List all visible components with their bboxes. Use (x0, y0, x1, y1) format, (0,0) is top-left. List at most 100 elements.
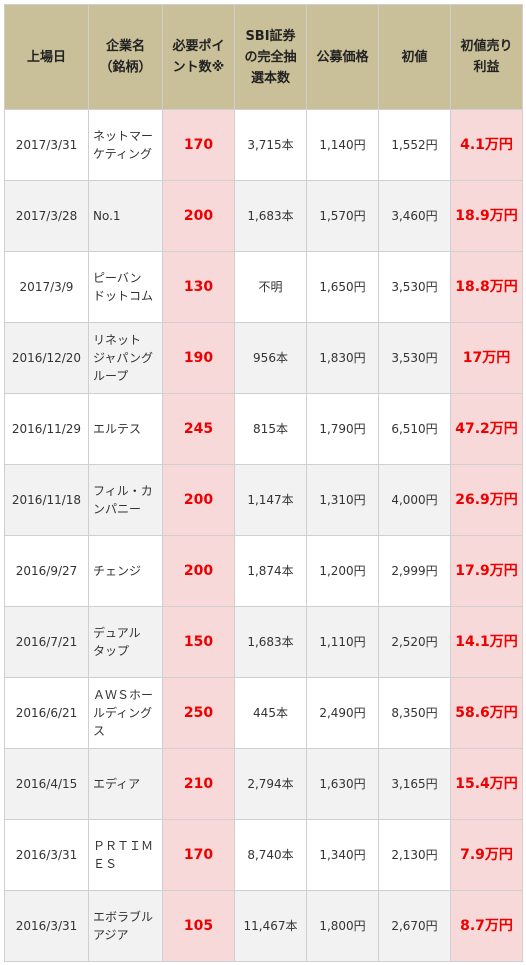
offering-price-cell: 1,140円 (306, 109, 379, 181)
profit-cell: 15.4万円 (450, 748, 523, 820)
offering-price-cell: 1,800円 (306, 890, 379, 962)
offering-price-cell: 1,650円 (306, 251, 379, 323)
offering-price-cell: 1,310円 (306, 464, 379, 536)
company-name-cell: エボラブル アジア (88, 890, 163, 962)
listing-date-cell: 2016/12/20 (4, 322, 89, 394)
first-price-cell: 1,552円 (378, 109, 451, 181)
required-points-cell: 150 (162, 606, 235, 678)
company-name-cell: ネットマー ケティング (88, 109, 163, 181)
profit-cell: 7.9万円 (450, 819, 523, 891)
company-name-cell: リネット ジャパング ループ (88, 322, 163, 394)
profit-cell: 47.2万円 (450, 393, 523, 465)
table-row: 2016/6/21 ＡＷＳホー ルディング ス 250 445本 2,490円 8,350… (4, 677, 523, 749)
first-price-cell: 3,530円 (378, 251, 451, 323)
lottery-lots-cell: 1,683本 (234, 180, 307, 252)
company-name-cell: ＡＷＳホー ルディング ス (88, 677, 163, 749)
company-name-cell: ピーバン ドットコム (88, 251, 163, 323)
required-points-cell: 200 (162, 180, 235, 252)
required-points-cell: 200 (162, 464, 235, 536)
lottery-lots-cell: 1,147本 (234, 464, 307, 536)
table-row: 2017/3/31 ネットマー ケティング 170 3,715本 1,140円 1,552… (4, 109, 523, 181)
required-points-cell: 210 (162, 748, 235, 820)
listing-date-cell: 2016/11/29 (4, 393, 89, 465)
listing-date-cell: 2017/3/9 (4, 251, 89, 323)
lottery-lots-cell: 不明 (234, 251, 307, 323)
header-first-sale-profit: 初値売り 利益 (450, 4, 523, 110)
lottery-lots-cell: 815本 (234, 393, 307, 465)
required-points-cell: 245 (162, 393, 235, 465)
profit-cell: 18.9万円 (450, 180, 523, 252)
header-required-points: 必要ポイ ント数※ (162, 4, 235, 110)
lottery-lots-cell: 1,874本 (234, 535, 307, 607)
listing-date-cell: 2016/3/31 (4, 890, 89, 962)
lottery-lots-cell: 2,794本 (234, 748, 307, 820)
first-price-cell: 2,520円 (378, 606, 451, 678)
required-points-cell: 105 (162, 890, 235, 962)
profit-cell: 14.1万円 (450, 606, 523, 678)
header-listing-date: 上場日 (4, 4, 89, 110)
first-price-cell: 6,510円 (378, 393, 451, 465)
listing-date-cell: 2016/9/27 (4, 535, 89, 607)
listing-date-cell: 2016/7/21 (4, 606, 89, 678)
table-row: 2017/3/9 ピーバン ドットコム 130 不明 1,650円 3,530円 18.8万… (4, 251, 523, 323)
profit-cell: 8.7万円 (450, 890, 523, 962)
listing-date-cell: 2017/3/31 (4, 109, 89, 181)
company-name-cell: チェンジ (88, 535, 163, 607)
header-first-price: 初値 (378, 4, 451, 110)
table-row: 2016/11/18 フィル・カ ンパニー 200 1,147本 1,310円 4,000… (4, 464, 523, 536)
profit-cell: 17万円 (450, 322, 523, 394)
profit-cell: 18.8万円 (450, 251, 523, 323)
profit-cell: 4.1万円 (450, 109, 523, 181)
required-points-cell: 130 (162, 251, 235, 323)
company-name-cell: ＰＲＴＩＭ ＥＳ (88, 819, 163, 891)
first-price-cell: 3,530円 (378, 322, 451, 394)
lottery-lots-cell: 11,467本 (234, 890, 307, 962)
first-price-cell: 2,670円 (378, 890, 451, 962)
table-row: 2017/3/28 No.1 200 1,683本 1,570円 3,460円 18.9万円 (4, 180, 523, 252)
offering-price-cell: 2,490円 (306, 677, 379, 749)
first-price-cell: 3,165円 (378, 748, 451, 820)
offering-price-cell: 1,630円 (306, 748, 379, 820)
offering-price-cell: 1,110円 (306, 606, 379, 678)
table-row: 2016/9/27 チェンジ 200 1,874本 1,200円 2,999円 17.9万円 (4, 535, 523, 607)
company-name-cell: エディア (88, 748, 163, 820)
first-price-cell: 4,000円 (378, 464, 451, 536)
first-price-cell: 8,350円 (378, 677, 451, 749)
required-points-cell: 170 (162, 109, 235, 181)
table-row: 2016/7/21 デュアル タップ 150 1,683本 1,110円 2,520円 14… (4, 606, 523, 678)
offering-price-cell: 1,570円 (306, 180, 379, 252)
table-row: 2016/12/20 リネット ジャパング ループ 190 956本 1,830円 3,5… (4, 322, 523, 394)
header-sbi-lottery-lots: SBI証券 の完全抽 選本数 (234, 4, 307, 110)
first-price-cell: 3,460円 (378, 180, 451, 252)
lottery-lots-cell: 3,715本 (234, 109, 307, 181)
profit-cell: 17.9万円 (450, 535, 523, 607)
required-points-cell: 190 (162, 322, 235, 394)
company-name-cell: フィル・カ ンパニー (88, 464, 163, 536)
ipo-results-table: 上場日 企業名 （銘柄） 必要ポイ ント数※ SBI証券 の完全抽 選本数 公募… (4, 4, 523, 962)
offering-price-cell: 1,790円 (306, 393, 379, 465)
company-name-cell: エルテス (88, 393, 163, 465)
header-offering-price: 公募価格 (306, 4, 379, 110)
required-points-cell: 170 (162, 819, 235, 891)
profit-cell: 58.6万円 (450, 677, 523, 749)
lottery-lots-cell: 1,683本 (234, 606, 307, 678)
lottery-lots-cell: 8,740本 (234, 819, 307, 891)
offering-price-cell: 1,200円 (306, 535, 379, 607)
company-name-cell: デュアル タップ (88, 606, 163, 678)
lottery-lots-cell: 956本 (234, 322, 307, 394)
company-name-cell: No.1 (88, 180, 163, 252)
required-points-cell: 250 (162, 677, 235, 749)
profit-cell: 26.9万円 (450, 464, 523, 536)
header-row: 上場日 企業名 （銘柄） 必要ポイ ント数※ SBI証券 の完全抽 選本数 公募… (4, 4, 523, 110)
listing-date-cell: 2016/11/18 (4, 464, 89, 536)
offering-price-cell: 1,830円 (306, 322, 379, 394)
lottery-lots-cell: 445本 (234, 677, 307, 749)
table-row: 2016/3/31 ＰＲＴＩＭ ＥＳ 170 8,740本 1,340円 2,130円 7.… (4, 819, 523, 891)
required-points-cell: 200 (162, 535, 235, 607)
first-price-cell: 2,130円 (378, 819, 451, 891)
offering-price-cell: 1,340円 (306, 819, 379, 891)
table-row: 2016/4/15 エディア 210 2,794本 1,630円 3,165円 15.4万円 (4, 748, 523, 820)
listing-date-cell: 2016/6/21 (4, 677, 89, 749)
first-price-cell: 2,999円 (378, 535, 451, 607)
header-company-name: 企業名 （銘柄） (88, 4, 163, 110)
